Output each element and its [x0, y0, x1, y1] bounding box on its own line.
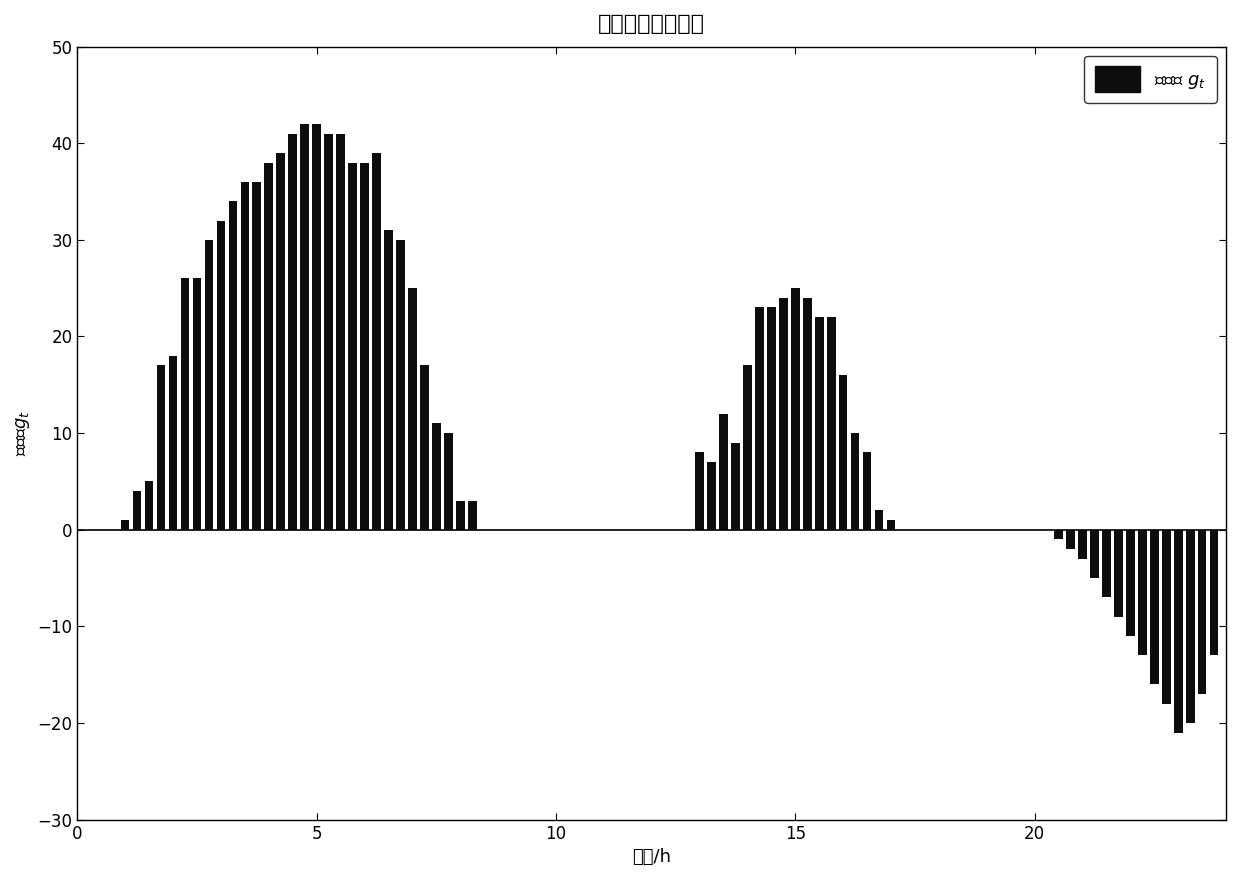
Bar — [300, 124, 309, 530]
Bar — [768, 307, 776, 530]
Bar — [169, 356, 177, 530]
Bar — [1198, 530, 1207, 694]
Bar — [1138, 530, 1147, 656]
Bar — [1149, 530, 1158, 685]
Bar — [348, 163, 357, 530]
Bar — [420, 365, 429, 530]
Bar — [827, 317, 836, 530]
Bar — [743, 365, 751, 530]
Bar — [804, 297, 812, 530]
Bar — [1079, 530, 1086, 559]
Bar — [887, 520, 895, 530]
Bar — [874, 510, 883, 530]
Bar — [181, 278, 190, 530]
Bar — [1185, 530, 1194, 723]
Bar — [253, 182, 262, 530]
Bar — [719, 414, 728, 530]
Bar — [325, 134, 332, 530]
Bar — [432, 423, 440, 530]
Title: 此月积分政策曲线: 此月积分政策曲线 — [598, 14, 706, 34]
Bar — [815, 317, 823, 530]
Bar — [372, 153, 381, 530]
Bar — [851, 433, 859, 530]
Bar — [1090, 530, 1099, 578]
Bar — [228, 202, 237, 530]
Bar — [707, 462, 715, 530]
Bar — [456, 501, 465, 530]
Bar — [133, 491, 141, 530]
Bar — [1102, 530, 1111, 598]
Bar — [277, 153, 285, 530]
Bar — [336, 134, 345, 530]
Bar — [1126, 530, 1135, 636]
Bar — [779, 297, 787, 530]
Bar — [384, 231, 393, 530]
Bar — [312, 124, 321, 530]
Bar — [156, 365, 165, 530]
Bar — [192, 278, 201, 530]
Bar — [1162, 530, 1171, 704]
Bar — [396, 240, 404, 530]
Bar — [732, 443, 740, 530]
Bar — [1174, 530, 1183, 733]
Bar — [1114, 530, 1122, 617]
Y-axis label: 积分值$g_t$: 积分值$g_t$ — [14, 410, 32, 456]
Bar — [360, 163, 368, 530]
Bar — [1210, 530, 1219, 656]
Bar — [863, 452, 872, 530]
Bar — [264, 163, 273, 530]
Bar — [1054, 530, 1063, 539]
Bar — [289, 134, 298, 530]
X-axis label: 时间/h: 时间/h — [632, 848, 671, 866]
Bar — [755, 307, 764, 530]
Bar — [791, 288, 800, 530]
Bar — [205, 240, 213, 530]
Legend: 积分值 $g_t$: 积分值 $g_t$ — [1084, 55, 1218, 103]
Bar — [1066, 530, 1075, 549]
Bar — [467, 501, 476, 530]
Bar — [120, 520, 129, 530]
Bar — [696, 452, 704, 530]
Bar — [145, 481, 154, 530]
Bar — [444, 433, 453, 530]
Bar — [241, 182, 249, 530]
Bar — [408, 288, 417, 530]
Bar — [217, 221, 226, 530]
Bar — [839, 375, 847, 530]
